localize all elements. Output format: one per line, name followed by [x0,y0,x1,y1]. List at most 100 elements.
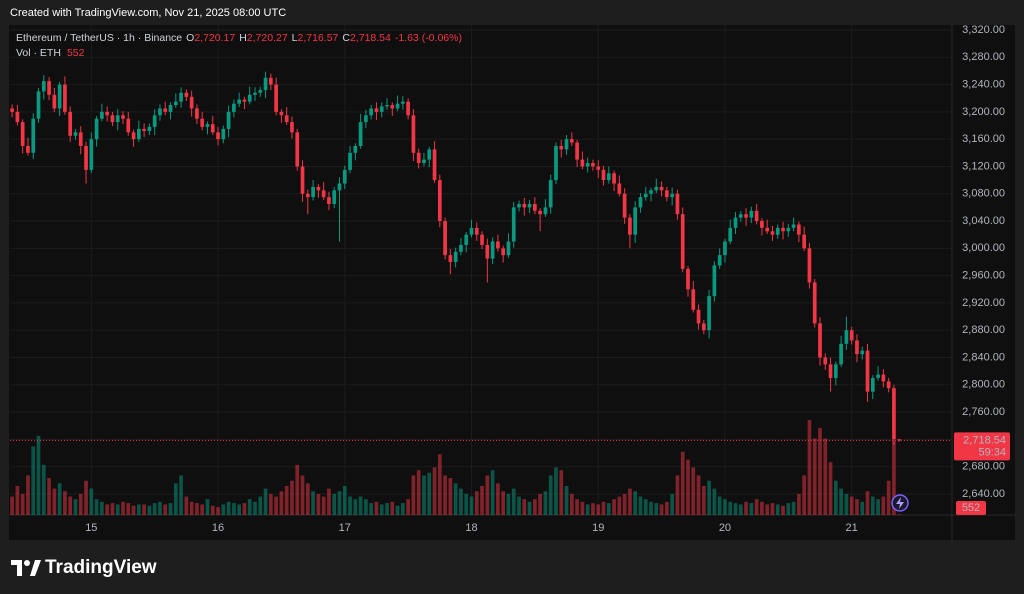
candle-body [760,221,764,228]
volume-bar [390,501,395,515]
y-tick-label: 3,120.00 [962,160,1005,172]
candle-body [559,145,564,150]
candle-body [459,244,463,252]
volume-bar [775,504,780,515]
legend-key: H [239,32,247,44]
volume-bar [675,475,680,515]
volume-bar [142,504,146,515]
volume-bar [596,504,601,515]
volume-bar [833,480,838,515]
candle-body [580,159,585,167]
volume-bar [210,505,215,515]
candle-body [89,139,94,170]
legend: Ethereum / TetherUS · 1h · Binance O2,720… [16,32,462,44]
candle-body [205,124,210,127]
candle-body [226,111,231,129]
volume-bar [395,505,400,515]
candle-body [258,90,263,93]
candle-body [47,81,51,95]
volume-bar [300,475,305,515]
volume-bar [342,485,347,515]
legend-key: O [186,32,194,44]
volume-bar [892,441,896,515]
candle-body [168,105,173,112]
candle-body [94,118,99,140]
candle-body [253,92,257,95]
candle-body [818,323,822,358]
volume-bar [311,491,315,515]
candle-body [406,101,410,116]
candle-body [221,128,226,140]
candle-body [612,173,616,184]
candle-body [131,132,136,140]
x-tick-label: 21 [846,522,858,534]
candle-body [73,132,78,136]
volume-bar [316,493,321,515]
volume-bar [659,504,664,515]
volume-bar [485,475,490,515]
volume-bar [158,501,162,515]
volume-bar [527,501,532,515]
candle-body [617,183,622,194]
volume-bar [327,488,331,515]
volume-bar [263,488,268,515]
legend-fields: O2,720.17 H2,720.27 L2,716.57 C2,718.54 -1.6… [186,32,462,44]
volume-bar [717,496,722,515]
candle-body [596,166,601,170]
volume-bar [770,503,775,515]
volume-bar [691,467,696,515]
volume-bar [622,493,627,515]
candle-body [173,101,178,106]
volume-bar [733,503,738,515]
candle-body [422,159,426,164]
candle-body [52,94,57,109]
candle-body [659,186,664,191]
y-tick-label: 2,920.00 [962,297,1005,309]
candle-body [691,289,696,310]
candle-body [522,203,527,208]
candle-body [707,296,711,331]
volume-bar [337,491,342,515]
candle-body [395,103,400,109]
candle-body [200,118,205,127]
candle-body [358,122,363,146]
candle-body [121,115,125,119]
candle-body [232,103,236,112]
candle-body [802,234,807,249]
volume-bar [802,475,807,515]
legend-value: 2,716.57 [298,32,339,44]
candle-body [675,193,680,215]
y-tick-label: 2,880.00 [962,324,1005,336]
legend-value: 2,720.27 [247,32,288,44]
volume-bar [200,504,205,515]
candle-body [68,111,73,136]
candle-body [210,124,215,133]
volume-bar [295,464,300,515]
candle-body [717,255,722,266]
candle-body [105,111,110,116]
volume-bar [606,503,611,515]
volume-bar [480,485,484,515]
volume-bar [469,496,474,515]
volume-bar [628,488,632,515]
volume-bar [839,488,843,515]
volume-bar [522,499,527,515]
candle-body [63,84,67,112]
volume-bar [369,503,374,515]
candle-body [453,251,458,262]
volume-bar [147,505,152,515]
volume-bar [258,496,263,515]
volume-bar [633,491,638,515]
volume-bar [680,451,685,515]
candle-body [237,99,242,104]
volume-bar [47,478,51,515]
candle-body [897,439,902,441]
y-tick-label: 3,320.00 [962,24,1005,36]
y-tick-label: 3,200.00 [962,106,1005,118]
volume-bar [247,499,252,515]
candle-body [701,323,706,331]
volume-bar [242,503,247,515]
volume-bar [754,499,759,515]
candle-body [860,350,865,355]
volume-bar [105,504,110,515]
